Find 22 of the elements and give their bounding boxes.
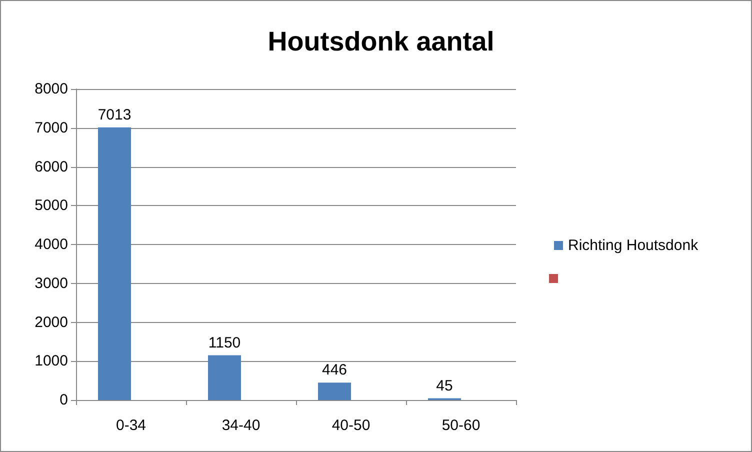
data-label: 1150 — [208, 334, 241, 352]
x-tick-label: 0-34 — [116, 417, 146, 434]
x-tick-label: 50-60 — [442, 417, 480, 434]
x-tick-label: 34-40 — [222, 417, 260, 434]
data-label: 446 — [322, 362, 348, 379]
y-tick-label: 4000 — [34, 236, 68, 253]
data-label: 7013 — [98, 106, 132, 124]
y-tick-label: 7000 — [34, 119, 68, 136]
y-tick-label: 8000 — [34, 80, 68, 98]
y-tick-label: 6000 — [34, 158, 68, 176]
x-tick-label: 40-50 — [332, 417, 370, 434]
y-tick-label: 1000 — [34, 352, 68, 370]
y-tick-label: 0 — [60, 392, 68, 408]
y-tick-label: 2000 — [34, 314, 68, 331]
bar — [318, 382, 351, 400]
bar — [208, 355, 241, 400]
y-tick-label: 5000 — [34, 197, 68, 214]
data-label: 45 — [436, 377, 453, 394]
bar — [98, 127, 131, 400]
chart-title: Houtsdonk aantal — [268, 26, 494, 56]
y-tick-label: 3000 — [34, 274, 68, 292]
legend-label: Richting Houtsdonk — [568, 237, 699, 254]
